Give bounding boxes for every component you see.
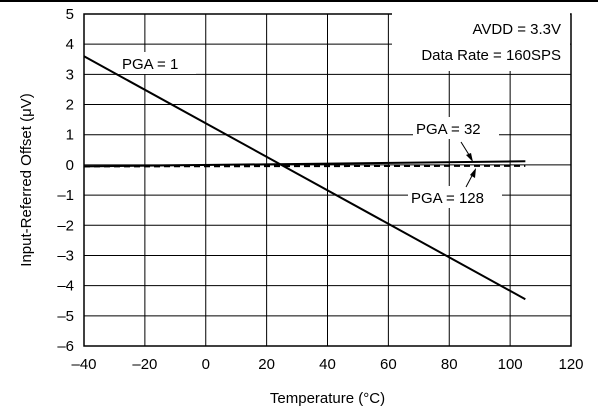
x-tick-label: 20 (258, 356, 275, 373)
arrowhead-pga32 (466, 153, 473, 162)
label-bg (413, 117, 499, 139)
y-tick-label: –3 (57, 247, 74, 264)
y-tick-label: –2 (57, 217, 74, 234)
conditions-line: AVDD = 3.3V (472, 21, 561, 38)
series-label-pga32: PGA = 32 (416, 121, 481, 138)
conditions-box (392, 13, 570, 71)
x-tick-label: 60 (380, 356, 397, 373)
series-line-0 (83, 55, 526, 301)
y-tick-label: –5 (57, 308, 74, 325)
series-label-pga1: PGA = 1 (122, 56, 178, 73)
series-line-2 (83, 164, 526, 168)
y-tick-label: 3 (66, 66, 74, 83)
y-tick-label: –4 (57, 278, 74, 295)
x-tick-label: –40 (71, 356, 96, 373)
x-tick-label: 80 (441, 356, 458, 373)
y-tick-label: –6 (57, 338, 74, 355)
x-tick-label: 40 (319, 356, 336, 373)
label-bg (118, 52, 196, 74)
y-axis-title: Input-Referred Offset (μV) (18, 93, 35, 266)
y-tick-label: 2 (66, 97, 74, 114)
y-tick-label: 1 (66, 127, 74, 144)
plot-frame (83, 13, 572, 347)
arrowhead-pga128 (470, 168, 476, 178)
y-tick-label: 0 (66, 157, 74, 174)
x-tick-label: 120 (558, 356, 583, 373)
series-label-pga128: PGA = 128 (411, 190, 484, 207)
x-tick-label: 0 (202, 356, 210, 373)
x-axis-title: Temperature (°C) (270, 390, 385, 407)
y-tick-label: –1 (57, 187, 74, 204)
y-tick-label: 4 (66, 36, 74, 53)
x-tick-label: 100 (498, 356, 523, 373)
x-tick-label: –20 (132, 356, 157, 373)
label-bg (408, 186, 502, 208)
y-tick-label: 5 (66, 6, 74, 23)
conditions-line: Data Rate = 160SPS (421, 47, 561, 64)
